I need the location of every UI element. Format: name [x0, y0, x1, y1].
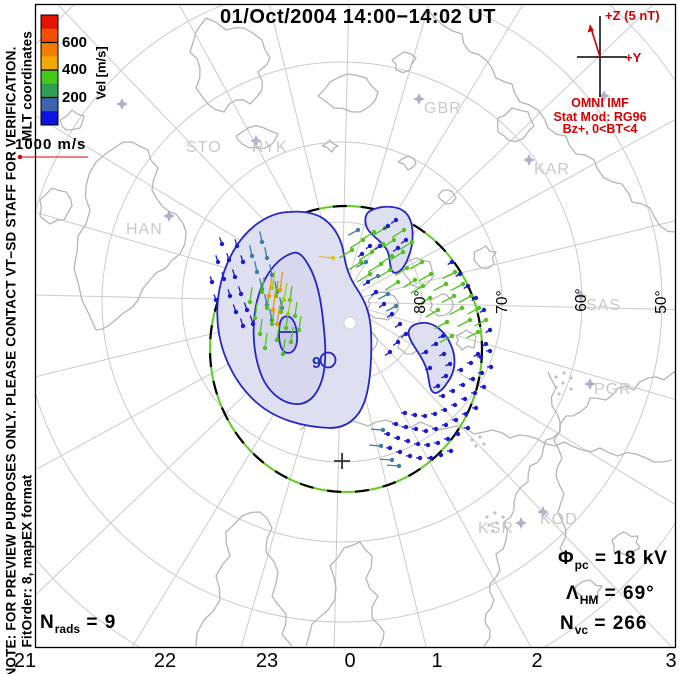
colorbar-unit-label: Vel [m/s]	[93, 46, 109, 100]
hm-boundary-dashed	[208, 204, 484, 494]
radar-station-marker	[163, 210, 175, 222]
stat-nvc: Nvc = 266	[560, 613, 648, 637]
imf-model-label: Stat Mod: RG96	[553, 110, 647, 124]
station-label-kar: KAR	[534, 161, 570, 178]
station-label-han: HAN	[126, 221, 163, 238]
radar-station-marker	[598, 90, 610, 102]
colorbar-tick-400: 400	[62, 61, 88, 78]
latitude-label: 80°	[412, 290, 429, 314]
stat-phi-pc: Φpc = 18 kV	[558, 548, 668, 572]
mlt-hour-label: 0	[344, 650, 356, 672]
mlt-hour-label: 22	[153, 650, 177, 672]
radar-station-marker	[116, 98, 128, 110]
mlt-hour-label: 23	[255, 650, 279, 672]
radar-station-marker	[575, 290, 587, 302]
potential-contours: 9	[216, 205, 456, 429]
radar-station-marker	[413, 93, 425, 105]
station-label-gbr: GBR	[424, 100, 462, 117]
station-label-ryk: RYK	[252, 139, 288, 156]
mlt-hour-label: 2	[531, 650, 543, 672]
station-label-ksr: KSR	[478, 520, 514, 537]
plus-marker	[334, 453, 350, 469]
imf-source-label: OMNI IMF	[571, 96, 629, 110]
stat-lambda-hm: ΛHM = 69°	[566, 583, 655, 607]
station-label-sas: SAS	[586, 297, 622, 314]
gray-dot-clusters	[470, 371, 573, 533]
imf-y-axis-label: +Y	[625, 50, 642, 65]
reference-vector-label: 1000 m/s	[15, 136, 87, 153]
mlt-hour-label: 21	[13, 650, 37, 672]
white-dot-marker	[343, 316, 357, 330]
station-markers	[116, 90, 610, 529]
radar-station-marker	[537, 506, 549, 518]
fit-order-label: FitOrder: 8, mapEX format	[19, 474, 35, 648]
imf-vector-arrowhead	[587, 25, 594, 33]
mlt-coordinates-label: MLT coordinates	[19, 30, 35, 142]
velocity-colorbar	[40, 14, 59, 126]
station-label-pgr: PGR	[594, 381, 632, 398]
station-label-kod: KOD	[540, 511, 578, 528]
radar-station-marker	[250, 135, 262, 147]
station-label-sto: STO	[186, 139, 222, 156]
imf-condition-label: Bz+, 0<BT<4	[562, 122, 638, 136]
mlt-hour-label: 1	[431, 650, 443, 672]
radar-station-marker	[523, 154, 535, 166]
latitude-label: 50°	[653, 290, 670, 314]
velocity-vectors	[209, 217, 494, 469]
reference-vector-arrow	[17, 154, 88, 160]
latitude-label: 70°	[494, 290, 511, 314]
colorbar-tick-200: 200	[62, 89, 88, 106]
mlt-hour-label: 3	[665, 650, 677, 672]
plot-title: 01/Oct/2004 14:00−14:02 UT	[220, 6, 496, 28]
coastlines	[39, 9, 676, 647]
colorbar-tick-600: 600	[62, 34, 88, 51]
imf-dial	[577, 16, 627, 97]
plot-frame	[34, 3, 677, 649]
imf-z-axis-label: +Z (5 nT)	[605, 8, 660, 23]
radar-station-marker	[584, 378, 596, 390]
radar-station-marker	[515, 517, 527, 529]
stat-nrads: Nrads = 9	[40, 612, 117, 636]
contour-value-label: 9	[312, 355, 321, 372]
